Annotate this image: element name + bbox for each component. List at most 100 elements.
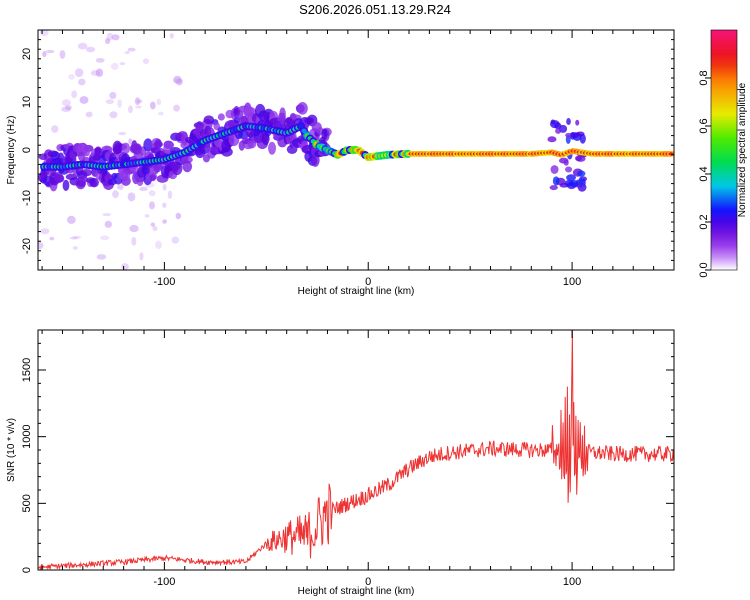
speckle: [139, 252, 144, 261]
speckle: [69, 236, 78, 240]
speckle: [169, 33, 174, 39]
x-axis-label: Height of straight line (km): [298, 286, 415, 297]
halo-blob: [217, 113, 225, 121]
speckle: [68, 74, 75, 80]
speckle: [173, 104, 181, 112]
speckle: [167, 190, 173, 199]
speckle: [171, 236, 180, 244]
y-tick-label: -10: [21, 190, 33, 206]
y-tick-label: -20: [21, 238, 33, 254]
x-tick-label: 100: [563, 276, 581, 288]
speckle: [79, 96, 89, 104]
speckle: [131, 236, 137, 246]
speckle: [135, 105, 142, 109]
halo-blob: [279, 107, 286, 121]
speckle: [110, 62, 119, 71]
speckle: [156, 98, 162, 106]
y-tick-label: 10: [21, 96, 33, 108]
speckle: [148, 190, 156, 197]
speckle: [144, 214, 150, 218]
speckle: [59, 50, 66, 59]
speckle: [85, 46, 96, 53]
speckle: [173, 75, 182, 84]
speckle: [105, 99, 115, 105]
speckle: [109, 111, 118, 119]
halo-blob: [570, 179, 579, 188]
halo-blob: [579, 133, 586, 144]
halo-blob: [565, 132, 573, 138]
y-tick-label: 500: [21, 494, 33, 512]
speckle: [72, 246, 78, 250]
x-tick-label: 0: [365, 576, 371, 588]
halo-blob: [121, 142, 131, 154]
speckle: [45, 49, 55, 54]
speckle: [74, 68, 84, 77]
y-tick-label: 1000: [21, 424, 33, 448]
y-axis-label: SNR (10 * v/v): [6, 418, 17, 482]
spectrogram-frame: [37, 29, 675, 271]
halo-blob: [547, 136, 557, 143]
halo-blob: [575, 155, 583, 162]
y-tick-label: 0: [21, 147, 33, 153]
speckle: [51, 125, 59, 133]
y-tick-label: 1500: [21, 358, 33, 382]
speckle: [109, 91, 117, 99]
halo-blob: [268, 141, 277, 155]
speckle: [72, 235, 82, 239]
halo-blob: [577, 170, 586, 177]
speckle: [95, 57, 105, 63]
halo-blob: [82, 144, 91, 157]
speckle: [152, 226, 158, 231]
speckle: [175, 212, 182, 220]
halo-blob: [154, 139, 162, 150]
speckle: [100, 235, 110, 241]
speckle: [124, 51, 130, 55]
speckle: [78, 78, 86, 86]
x-axis-label: Height of straight line (km): [298, 586, 415, 597]
halo-blob: [566, 174, 576, 181]
speckle: [162, 183, 167, 191]
speckle: [129, 224, 139, 233]
speckle: [85, 111, 93, 118]
speckle: [128, 105, 133, 114]
chart-title: S206.2026.051.13.29.R24: [299, 2, 451, 17]
halo-blob: [552, 176, 560, 186]
x-tick-label: -100: [153, 276, 175, 288]
colorbar-tick-label: 0.8: [698, 70, 710, 85]
colorbar-label: Normalized spectral amplitude: [737, 82, 748, 217]
speckle: [104, 220, 113, 228]
speckle: [150, 222, 156, 227]
speckle: [102, 213, 112, 217]
speckle: [39, 30, 49, 36]
speckle: [128, 138, 133, 145]
halo-blob: [80, 168, 93, 177]
speckle: [49, 236, 55, 241]
halo-blob: [220, 147, 233, 157]
y-axis-label: Frequency (Hz): [6, 116, 17, 185]
halo-blob: [555, 128, 562, 134]
speckle: [162, 202, 167, 208]
speckle: [38, 241, 44, 250]
ridge-core: [301, 128, 307, 133]
halo-blob: [565, 166, 573, 173]
halo-blob: [213, 122, 221, 131]
speckle: [77, 42, 88, 50]
speckle: [118, 131, 127, 136]
speckle: [42, 50, 47, 58]
halo-blob: [89, 177, 99, 188]
x-tick-label: 0: [365, 276, 371, 288]
halo-blob: [570, 132, 580, 139]
halo-blob: [578, 177, 584, 188]
speckle: [158, 111, 164, 116]
speckle: [111, 34, 120, 41]
colorbar-tick-label: 0.0: [698, 262, 710, 277]
speckle: [142, 58, 150, 65]
speckle: [71, 90, 78, 99]
halo-blob: [182, 160, 193, 173]
speckle: [149, 101, 156, 110]
halo-blob: [203, 115, 215, 125]
halo-blob: [550, 165, 559, 174]
halo-blob: [549, 185, 558, 191]
colorbar-tick-label: 0.4: [698, 166, 710, 181]
